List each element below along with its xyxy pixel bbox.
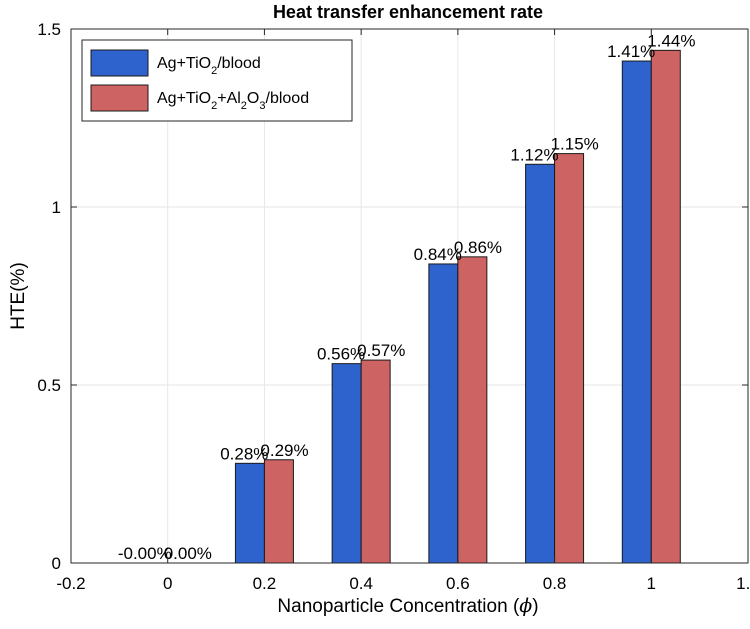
x-tick-label: 0.4 <box>349 574 373 593</box>
data-label: 0.28% <box>220 444 268 463</box>
legend-subscript: 2 <box>241 100 247 112</box>
data-label: 0.86% <box>454 238 502 257</box>
legend-text-part: /blood <box>266 90 310 107</box>
x-axis-label-close: ) <box>532 596 538 617</box>
data-label: 1.44% <box>647 31 695 50</box>
x-axis-label-symbol: ϕ <box>519 595 532 617</box>
data-label: 0.84% <box>414 245 462 264</box>
bar <box>263 459 294 564</box>
legend-text-part: /blood <box>217 55 261 72</box>
legend-swatch <box>90 49 149 77</box>
bar <box>457 256 488 564</box>
data-label: 1.15% <box>551 135 599 154</box>
data-label: 1.12% <box>510 145 558 164</box>
data-label: 0.00% <box>164 544 212 563</box>
bars <box>234 49 681 564</box>
y-tick-label: 0.5 <box>37 376 61 395</box>
bar <box>554 153 585 564</box>
y-tick-label: 0 <box>52 554 61 573</box>
chart-title: Heat transfer enhancement rate <box>273 2 543 22</box>
x-axis-label-text: Nanoparticle Concentration ( <box>277 596 520 617</box>
x-tick-label: 0.2 <box>253 574 277 593</box>
bar <box>360 359 391 564</box>
data-labels: -0.00%0.00% 0.28%0.29% 0.56%0.57% 0.84%0.86… <box>118 31 696 563</box>
y-tick-label: 1 <box>52 198 61 217</box>
legend-text-part: O <box>247 90 259 107</box>
legend-subscript: 2 <box>211 65 217 77</box>
plot-frame <box>70 28 749 564</box>
ticks: -0.200.20.40.60.811.200.511.5 <box>37 20 750 593</box>
bar <box>525 163 556 564</box>
x-tick-label: 0.6 <box>446 574 470 593</box>
data-label: 0.29% <box>260 441 308 460</box>
legend-subscript: 2 <box>211 100 217 112</box>
legend-subscript: 3 <box>259 100 265 112</box>
x-tick-label: 1 <box>647 574 656 593</box>
x-tick-label: 1.2 <box>736 574 750 593</box>
bar <box>234 462 265 564</box>
x-tick-label: -0.2 <box>56 574 85 593</box>
x-tick-label: 0.8 <box>543 574 567 593</box>
data-label: 1.41% <box>607 42 655 61</box>
y-axis-label: HTE(%) <box>8 262 29 330</box>
bar <box>650 49 681 564</box>
bar <box>331 363 362 564</box>
data-label: -0.00% <box>118 544 172 563</box>
data-label: 0.56% <box>317 345 365 364</box>
bar <box>621 60 652 564</box>
legend-entry-label: Ag+TiO2/blood <box>157 55 261 77</box>
y-tick-label: 1.5 <box>37 20 61 39</box>
bar <box>428 263 459 564</box>
legend-text-part: +Al <box>217 90 241 107</box>
legend-entry-label: Ag+TiO2+Al2O3/blood <box>157 90 309 112</box>
legend-text-part: Ag+TiO <box>157 90 211 107</box>
x-axis-label: Nanoparticle Concentration (ϕ) <box>277 595 538 617</box>
legend-text-part: Ag+TiO <box>157 55 211 72</box>
data-label: 0.57% <box>357 341 405 360</box>
legend-swatch <box>90 84 149 112</box>
x-tick-label: 0 <box>163 574 172 593</box>
